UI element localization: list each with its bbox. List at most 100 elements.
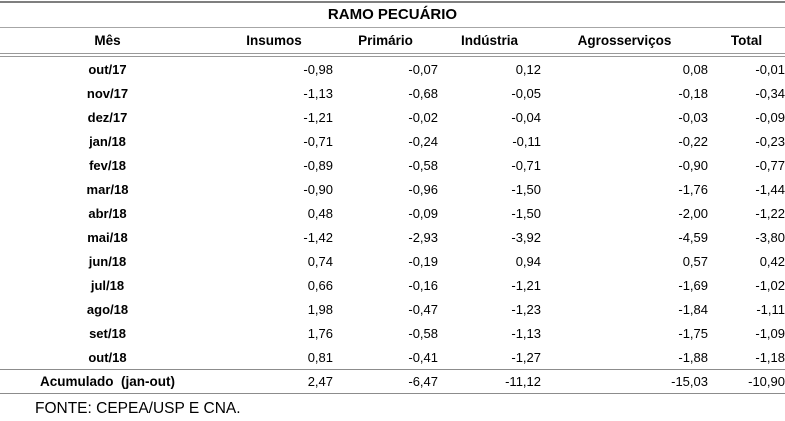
primario-cell: -0,19 [408,253,438,269]
table-row: set/18 1,76 -0,58 -1,13 -1,75 -1,09 [0,321,785,345]
table-row: out/18 0,81 -0,41 -1,27 -1,88 -1,18 [0,345,785,370]
column-header-primario: Primário [333,28,438,57]
agrosservicos-cell: -0,22 [678,133,708,149]
agrosservicos-accumulated-cell: -15,03 [541,369,708,394]
insumos-cell: -0,89 [303,157,333,173]
industria-cell: -1,13 [511,325,541,341]
accumulated-label: Acumulado (jan-out) [0,369,215,394]
table-row: ago/18 1,98 -0,47 -1,23 -1,84 -1,11 [0,297,785,321]
primario-cell: -0,41 [408,349,438,365]
total-cell: 0,42 [759,253,785,269]
insumos-cell: 0,48 [307,205,333,221]
agrosservicos-cell: 0,08 [682,61,708,77]
primario-cell: -0,02 [408,109,438,125]
industria-cell: 0,12 [515,61,541,77]
table-row: jan/18 -0,71 -0,24 -0,11 -0,22 -0,23 [0,129,785,153]
insumos-cell: 1,76 [307,325,333,341]
month-cell: out/17 [88,61,127,77]
month-cell: mar/18 [86,181,129,197]
insumos-cell: -1,42 [303,229,333,245]
insumos-cell: 0,66 [307,277,333,293]
primario-cell: -2,93 [408,229,438,245]
table-row: mai/18 -1,42 -2,93 -3,92 -4,59 -3,80 [0,225,785,249]
month-cell: nov/17 [86,85,129,101]
total-cell: -1,18 [755,349,785,365]
insumos-cell: 0,74 [307,253,333,269]
top-border-line [0,1,785,3]
industria-cell: -1,50 [511,205,541,221]
table-row: dez/17 -1,21 -0,02 -0,04 -0,03 -0,09 [0,105,785,129]
primario-cell: -0,07 [408,61,438,77]
agrosservicos-cell: -1,88 [678,349,708,365]
primario-accumulated-cell: -6,47 [333,369,438,394]
insumos-cell: -1,21 [303,109,333,125]
total-cell: -1,09 [755,325,785,341]
table-row: jul/18 0,66 -0,16 -1,21 -1,69 -1,02 [0,273,785,297]
industria-accumulated-cell: -11,12 [438,369,541,394]
industria-cell: 0,94 [515,253,541,269]
ramo-pecuario-table: Mês Insumos Primário Indústria Agrosserv… [0,28,785,394]
table-row: mar/18 -0,90 -0,96 -1,50 -1,76 -1,44 [0,177,785,201]
industria-cell: -1,23 [511,301,541,317]
month-cell: jan/18 [89,133,126,149]
insumos-cell: -0,90 [303,181,333,197]
agrosservicos-cell: -1,84 [678,301,708,317]
month-cell: ago/18 [86,301,129,317]
insumos-cell: -0,71 [303,133,333,149]
table-row: nov/17 -1,13 -0,68 -0,05 -0,18 -0,34 [0,81,785,105]
industria-cell: -0,71 [511,157,541,173]
total-cell: -0,09 [755,109,785,125]
month-cell: jul/18 [90,277,125,293]
primario-cell: -0,58 [408,157,438,173]
header-row: Mês Insumos Primário Indústria Agrosserv… [0,28,785,57]
agrosservicos-cell: -2,00 [678,205,708,221]
month-cell: fev/18 [89,157,126,173]
industria-cell: -0,05 [511,85,541,101]
agrosservicos-cell: -0,03 [678,109,708,125]
agrosservicos-cell: -0,90 [678,157,708,173]
agrosservicos-cell: -4,59 [678,229,708,245]
month-cell: abr/18 [88,205,127,221]
month-cell: mai/18 [87,229,128,245]
insumos-cell: -0,98 [303,61,333,77]
column-header-mes: Mês [0,28,215,57]
primario-cell: -0,24 [408,133,438,149]
month-cell: out/18 [88,349,127,365]
table-row: out/17 -0,98 -0,07 0,12 0,08 -0,01 [0,55,785,81]
industria-cell: -0,04 [511,109,541,125]
primario-cell: -0,16 [408,277,438,293]
total-accumulated-cell: -10,90 [708,369,785,394]
agrosservicos-cell: 0,57 [682,253,708,269]
primario-cell: -0,96 [408,181,438,197]
insumos-cell: -1,13 [303,85,333,101]
insumos-cell: 1,98 [307,301,333,317]
industria-cell: -3,92 [511,229,541,245]
industria-cell: -1,27 [511,349,541,365]
accumulated-row: Acumulado (jan-out) 2,47 -6,47 -11,12 -1… [0,369,785,394]
total-cell: -1,44 [755,181,785,197]
column-header-total: Total [708,28,785,57]
column-header-insumos: Insumos [215,28,333,57]
source-note: FONTE: CEPEA/USP E CNA. [35,400,241,417]
total-cell: -3,80 [755,229,785,245]
column-header-industria: Indústria [438,28,541,57]
primario-cell: -0,68 [408,85,438,101]
industria-cell: -0,11 [512,133,541,149]
insumos-cell: 0,81 [307,349,333,365]
total-cell: -0,23 [755,133,785,149]
column-header-agrosservicos: Agrosserviços [541,28,708,57]
month-cell: jun/18 [88,253,127,269]
primario-cell: -0,58 [408,325,438,341]
total-cell: -0,77 [755,157,785,173]
total-cell: -1,02 [755,277,785,293]
agrosservicos-cell: -1,76 [678,181,708,197]
table-row: jun/18 0,74 -0,19 0,94 0,57 0,42 [0,249,785,273]
table-row: abr/18 0,48 -0,09 -1,50 -2,00 -1,22 [0,201,785,225]
insumos-accumulated-cell: 2,47 [215,369,333,394]
industria-cell: -1,21 [511,277,541,293]
primario-cell: -0,09 [408,205,438,221]
month-cell: dez/17 [87,109,128,125]
agrosservicos-cell: -1,69 [678,277,708,293]
total-cell: -0,34 [755,85,785,101]
